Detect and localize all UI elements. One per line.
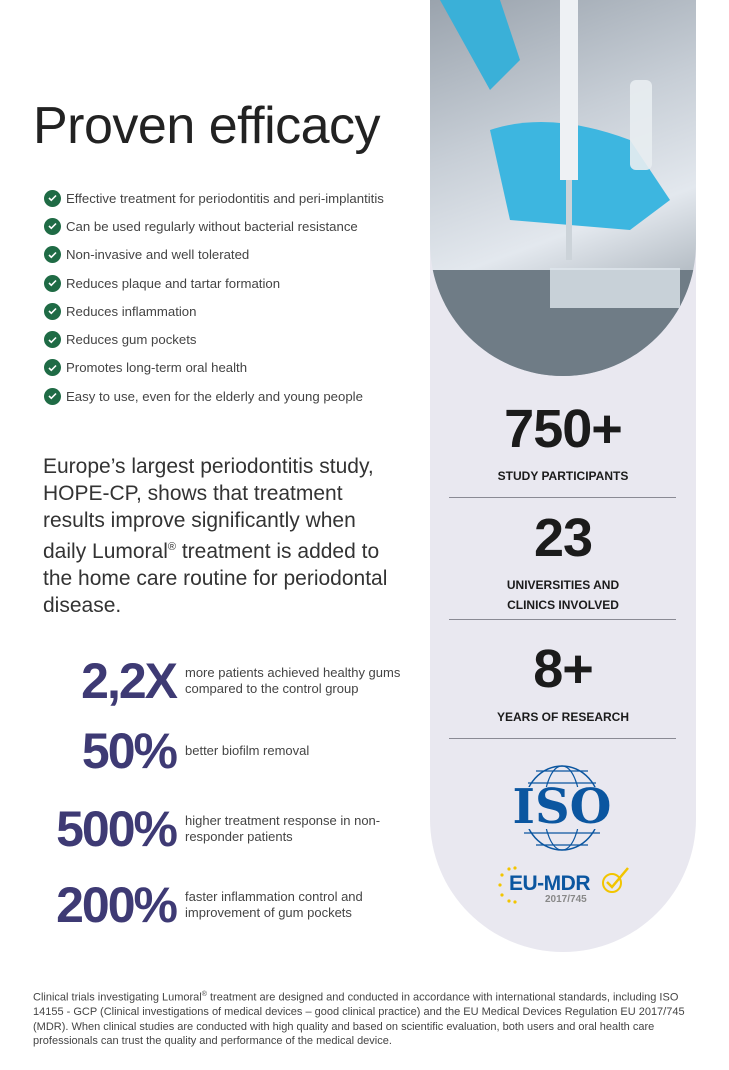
check-icon [44,274,61,292]
list-item: Can be used regularly without bacterial … [44,212,384,240]
check-icon [44,246,61,264]
list-item: Reduces gum pockets [44,325,384,353]
check-icon [44,387,61,405]
divider [449,497,676,498]
registered-mark: ® [201,991,207,998]
iso-logo: ISO [506,763,618,853]
check-icon [44,302,61,320]
fact-value: 8+ [533,639,594,699]
benefit-text: Easy to use, even for the elderly and yo… [66,388,363,404]
list-item: Effective treatment for periodontitis an… [44,184,384,212]
fact-value: 750+ [504,399,623,459]
check-icon [44,189,61,207]
benefit-list: Effective treatment for periodontitis an… [44,184,384,410]
footnote: Clinical trials investigating Lumoral® t… [33,988,693,1049]
stat-text: better biofilm removal [185,743,310,758]
list-item: Non-invasive and well tolerated [44,241,384,269]
divider [449,619,676,620]
stat-value: 200% [56,877,178,933]
benefit-text: Can be used regularly without bacterial … [66,218,358,234]
footnote-text: Clinical trials investigating Lumoral [33,991,202,1004]
benefit-text: Reduces plaque and tartar formation [66,275,281,291]
eu-mdr-year: 2017/745 [545,894,587,905]
check-icon [44,331,61,349]
stat-healthy-gums: 2,2X more patients achieved healthy gums … [30,652,420,710]
fact-value: 23 [533,508,593,568]
benefit-text: Reduces gum pockets [66,332,197,348]
list-item: Easy to use, even for the elderly and yo… [44,382,384,410]
list-item: Reduces inflammation [44,297,384,325]
benefit-text: Reduces inflammation [66,303,197,319]
benefit-text: Promotes long-term oral health [66,360,248,376]
page-title: Proven efficacy [33,97,381,155]
footnote-text: treatment are designed and conducted in … [33,991,685,1048]
list-item: Reduces plaque and tartar formation [44,269,384,297]
study-intro: Europe’s largest periodontitis study, HO… [43,453,403,619]
benefit-text: Non-invasive and well tolerated [66,247,250,263]
check-icon [44,217,61,235]
stat-text: faster inflammation control and improvem… [185,889,363,920]
intro-text: Europe’s largest periodontitis study, HO… [43,455,374,563]
check-icon [44,359,61,377]
eu-mdr-logo: EU-MDR 2017/745 [497,866,632,906]
stat-value: 2,2X [81,653,178,709]
checkmark-icon [602,867,629,893]
lab-photo [430,0,696,376]
benefit-text: Effective treatment for periodontitis an… [66,190,384,206]
stat-text: higher treatment response in non-respond… [185,813,381,844]
fact-label: YEARS OF RESEARCH [496,710,630,724]
fact-label: UNIVERSITIES AND CLINICS INVOLVED [506,578,620,612]
iso-text: ISO [512,779,612,835]
stat-value: 500% [56,801,178,857]
stat-treatment-response: 500% higher treatment response in non-res… [30,800,420,858]
registered-mark: ® [167,541,177,553]
intro-text: treatment is added to the home care rout… [43,540,388,617]
fact-label: STUDY PARTICIPANTS [497,469,629,483]
stat-text: more patients achieved healthy gums comp… [185,665,401,696]
eu-mdr-text: EU-MDR [509,872,591,895]
stat-biofilm: 50% better biofilm removal [30,722,420,780]
list-item: Promotes long-term oral health [44,354,384,382]
divider [449,738,676,739]
stat-inflammation: 200% faster inflammation control and impr… [30,876,420,934]
stat-value: 50% [81,723,178,779]
